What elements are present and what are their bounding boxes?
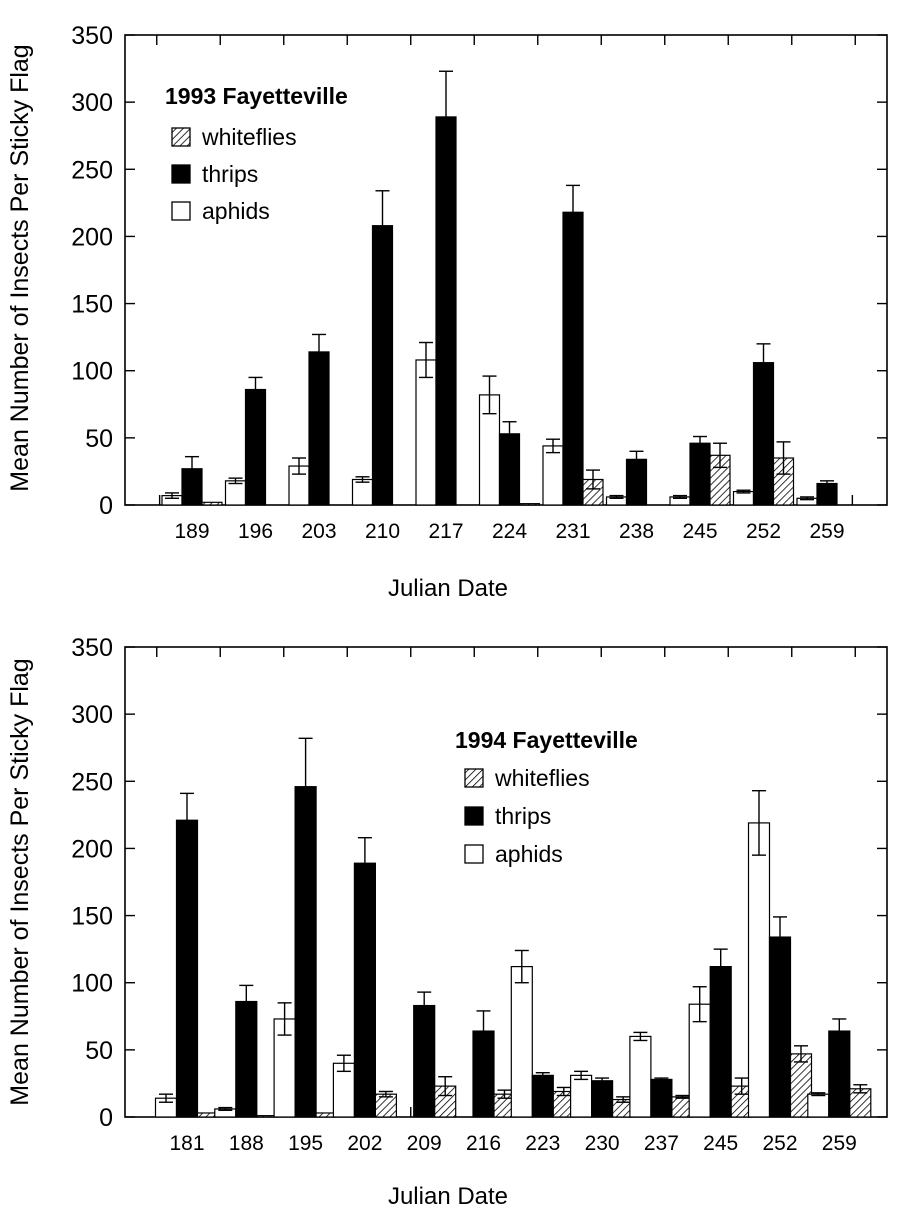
legend-swatch-thrips — [464, 806, 484, 826]
legend-label-whiteflies: whiteflies — [494, 765, 590, 791]
y-tick-label: 250 — [71, 156, 113, 184]
bar-aphids-231 — [542, 445, 564, 506]
bar-thrips-217 — [435, 116, 457, 506]
bar-aphids-223 — [510, 965, 533, 1118]
bar-thrips-188 — [235, 1000, 258, 1118]
bar-thrips-210 — [371, 225, 394, 506]
x-tick-label: 195 — [288, 1132, 323, 1155]
chart-panel-1: 0 50 100 150 200 250 300 350 189 196 203 210 217 224 2… — [6, 22, 888, 602]
bar-thrips-231 — [562, 211, 584, 506]
bar-thrips-202 — [353, 862, 376, 1118]
legend-label-aphids: aphids — [202, 198, 270, 224]
y-tick-label: 300 — [71, 701, 113, 729]
bar-thrips-203 — [308, 351, 330, 506]
legend-label-thrips: thrips — [495, 803, 551, 829]
x-tick-label: 203 — [301, 520, 336, 543]
x-tick-label: 217 — [428, 520, 463, 543]
x-tick-label: 202 — [347, 1132, 382, 1155]
y-axis-label: Mean Number of Insects Per Sticky Flag — [6, 44, 34, 491]
bar-thrips-223 — [531, 1074, 554, 1118]
y-tick-label: 150 — [71, 291, 113, 319]
y-tick-label: 200 — [71, 835, 113, 863]
bar-thrips-196 — [244, 388, 267, 506]
bar-thrips-230 — [590, 1080, 614, 1118]
y-tick-label: 50 — [85, 1037, 113, 1065]
bar-thrips-209 — [413, 1004, 436, 1118]
x-tick-label: 252 — [762, 1132, 797, 1155]
x-tick-label: 231 — [555, 520, 590, 543]
legend-label-thrips: thrips — [202, 161, 258, 187]
bar-aphids-237 — [629, 1035, 652, 1118]
chart-panel-2: 0 50 100 150 200 250 300 350 181 188 195 202 209 216 2… — [6, 634, 888, 1210]
y-tick-label: 300 — [71, 89, 113, 117]
x-tick-label: 238 — [619, 520, 654, 543]
x-tick-label: 188 — [229, 1132, 264, 1155]
chart-title: 1993 Fayetteville — [165, 83, 348, 109]
x-tick-label: 210 — [365, 520, 400, 543]
legend-swatch-thrips — [171, 164, 191, 184]
x-tick-label: 259 — [809, 520, 844, 543]
x-tick-label: 223 — [525, 1132, 560, 1155]
bar-thrips-237 — [650, 1078, 673, 1118]
bar-thrips-181 — [175, 819, 199, 1118]
bar-aphids-252 — [747, 822, 771, 1118]
y-tick-label: 0 — [99, 1104, 113, 1132]
bar-aphids-196 — [224, 480, 247, 506]
bar-thrips-195 — [294, 786, 317, 1118]
bar-aphids-217 — [415, 359, 437, 506]
x-tick-label: 216 — [466, 1132, 501, 1155]
x-tick-label: 252 — [746, 520, 781, 543]
x-tick-label: 209 — [407, 1132, 442, 1155]
bar-thrips-259 — [828, 1030, 851, 1118]
bar-aphids-230 — [569, 1074, 593, 1118]
x-axis-label: Julian Date — [388, 575, 508, 602]
y-tick-label: 50 — [85, 425, 113, 453]
bar-aphids-210 — [351, 478, 374, 506]
bar-whiteflies-189 — [201, 501, 223, 506]
x-tick-label: 237 — [644, 1132, 679, 1155]
bar-thrips-252 — [768, 936, 792, 1118]
y-tick-label: 100 — [71, 358, 113, 386]
legend-label-aphids: aphids — [495, 841, 563, 867]
x-tick-label: 181 — [169, 1132, 204, 1155]
x-tick-label: 259 — [822, 1132, 857, 1155]
x-tick-label: 245 — [703, 1132, 738, 1155]
bar-thrips-252 — [752, 362, 775, 506]
legend-swatch-whiteflies — [171, 127, 191, 147]
y-tick-label: 200 — [71, 223, 113, 251]
x-axis-label: Julian Date — [388, 1183, 508, 1210]
legend-swatch-aphids — [171, 201, 191, 221]
legend-swatch-whiteflies — [464, 768, 484, 788]
chart-title: 1994 Fayetteville — [455, 727, 638, 753]
bar-thrips-245 — [709, 965, 732, 1118]
y-tick-label: 250 — [71, 768, 113, 796]
x-tick-label: 224 — [492, 520, 527, 543]
bar-aphids-259 — [807, 1093, 830, 1118]
y-tick-label: 0 — [99, 492, 113, 520]
y-tick-label: 350 — [71, 22, 113, 50]
x-tick-label: 230 — [585, 1132, 620, 1155]
x-tick-label: 196 — [238, 520, 273, 543]
y-tick-label: 350 — [71, 634, 113, 662]
bar-whiteflies-224 — [518, 503, 541, 506]
y-axis-label: Mean Number of Insects Per Sticky Flag — [6, 658, 34, 1105]
bar-thrips-245 — [689, 442, 711, 506]
y-tick-label: 150 — [71, 903, 113, 931]
legend-label-whiteflies: whiteflies — [201, 124, 297, 150]
y-tick-label: 100 — [71, 970, 113, 998]
x-tick-label: 245 — [682, 520, 717, 543]
x-tick-label: 189 — [174, 520, 209, 543]
bar-whiteflies-202 — [374, 1093, 397, 1118]
legend-swatch-aphids — [464, 844, 484, 864]
